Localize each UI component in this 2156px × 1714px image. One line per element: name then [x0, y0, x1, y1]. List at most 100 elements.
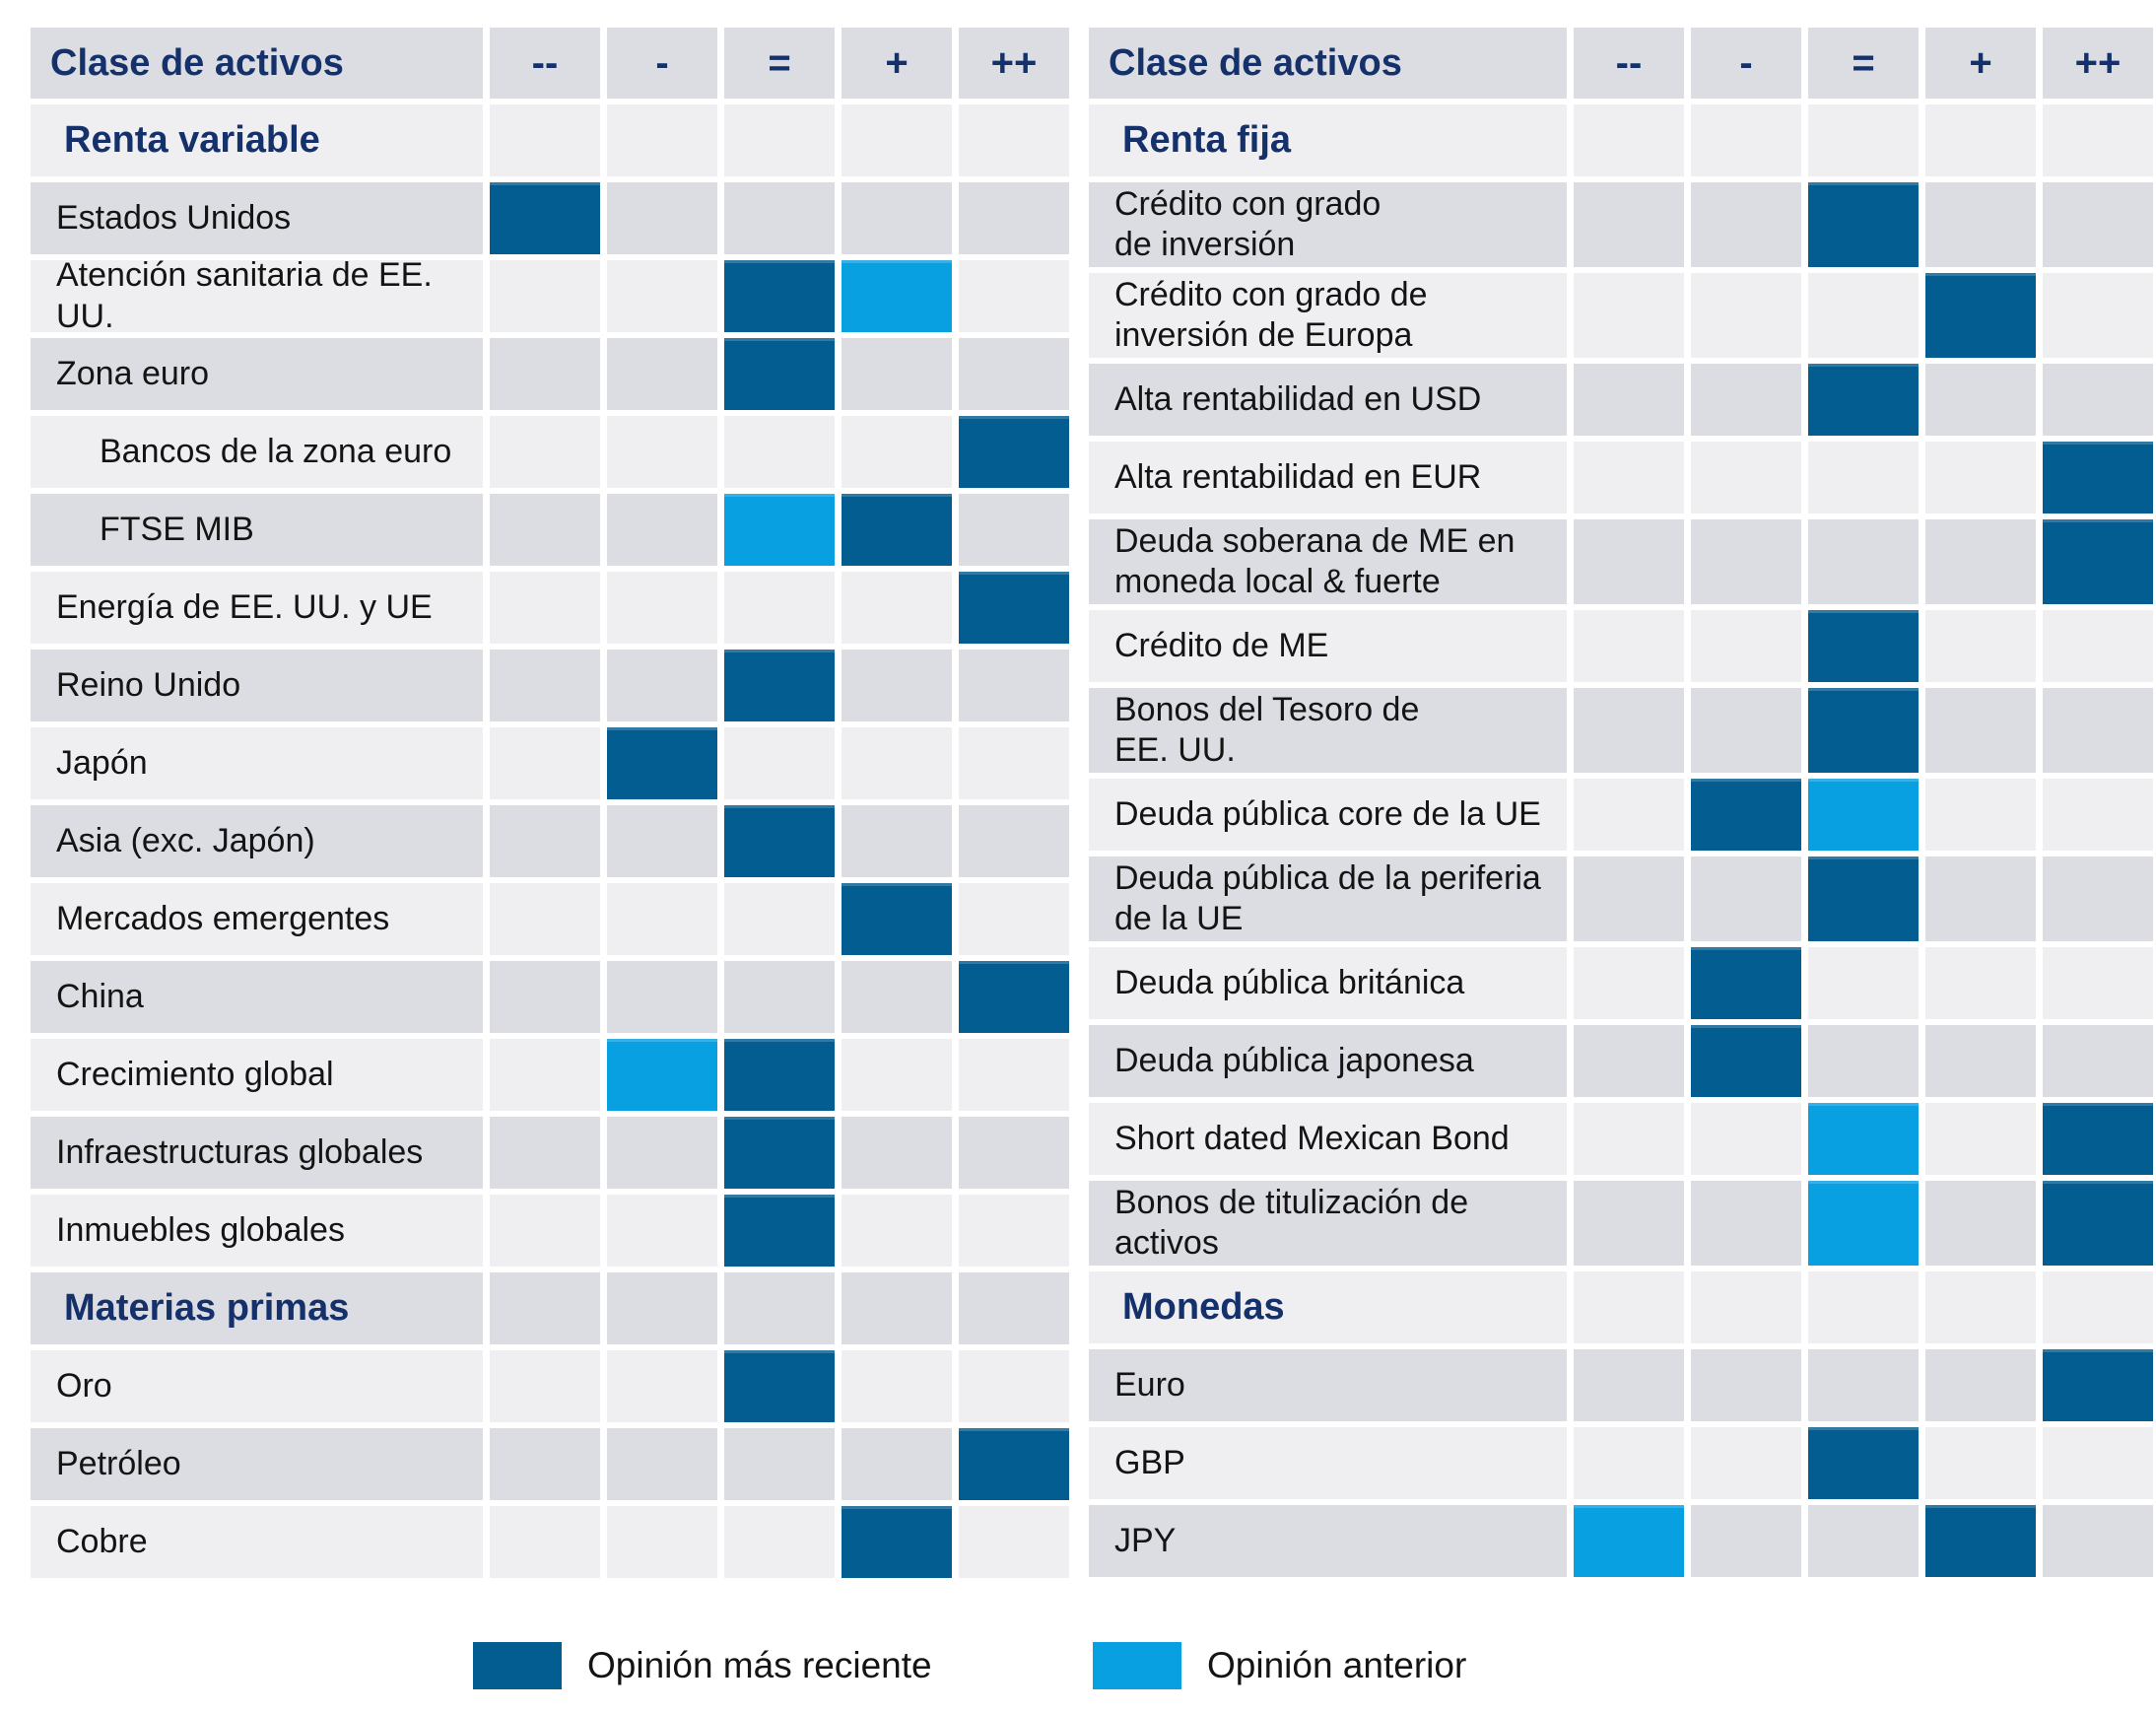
opinion-mark-recent	[2043, 1349, 2153, 1421]
empty-cell	[490, 883, 600, 955]
empty-cell	[2043, 610, 2153, 682]
table-row: Alta rentabilidad en USD	[1089, 364, 2153, 436]
empty-cell	[1808, 519, 1919, 604]
opinion-mark-recent	[1808, 1427, 1919, 1499]
row-label: Short dated Mexican Bond	[1089, 1103, 1567, 1175]
row-label: Alta rentabilidad en USD	[1089, 364, 1567, 436]
table-row: Crédito con grado de inversión	[1089, 182, 2153, 267]
table-row: Alta rentabilidad en EUR	[1089, 442, 2153, 514]
table-row: Infraestructuras globales	[31, 1117, 1069, 1189]
empty-cell	[490, 104, 600, 176]
row-label: Cobre	[31, 1506, 483, 1578]
empty-cell	[490, 260, 600, 332]
empty-cell	[1574, 182, 1684, 267]
opinion-mark-previous	[1574, 1505, 1684, 1577]
row-label: FTSE MIB	[31, 494, 483, 566]
table-row: FTSE MIB	[31, 494, 1069, 566]
empty-cell	[1691, 1103, 1801, 1175]
opinion-mark-recent	[842, 1506, 952, 1578]
table-row: Crédito con grado de inversión de Europa	[1089, 273, 2153, 358]
empty-cell	[842, 1117, 952, 1189]
column-header-symbol: +	[842, 28, 952, 99]
matrix-tables: Clase de activos -- - = + ++ Renta variable Est…	[31, 28, 2153, 1584]
empty-cell	[1925, 779, 2036, 851]
empty-cell	[1691, 273, 1801, 358]
empty-cell	[607, 1350, 717, 1422]
table-row: Zona euro	[31, 338, 1069, 410]
empty-cell	[1925, 442, 2036, 514]
empty-cell	[1574, 1103, 1684, 1175]
empty-cell	[490, 1272, 600, 1344]
table-row: Deuda pública británica	[1089, 947, 2153, 1019]
empty-cell	[607, 805, 717, 877]
opinion-mark-recent	[1925, 1505, 2036, 1577]
row-label: Inmuebles globales	[31, 1195, 483, 1267]
opinion-mark-recent	[724, 1350, 835, 1422]
row-label: Estados Unidos	[31, 182, 483, 254]
row-label: Bonos del Tesoro de EE. UU.	[1089, 688, 1567, 773]
empty-cell	[959, 338, 1069, 410]
table-row: Bancos de la zona euro	[31, 416, 1069, 488]
column-header-symbol: -	[1691, 28, 1801, 99]
empty-cell	[607, 1506, 717, 1578]
column-header-label: Clase de activos	[31, 28, 483, 99]
opinion-mark-previous	[1808, 1181, 1919, 1266]
section-label: Renta fija	[1089, 104, 1567, 176]
opinion-mark-previous	[1808, 779, 1919, 851]
legend-item-recent: Opinión más reciente	[473, 1638, 932, 1693]
opinion-mark-recent	[2043, 519, 2153, 604]
empty-cell	[607, 1117, 717, 1189]
section-row: Materias primas	[31, 1272, 1069, 1344]
empty-cell	[490, 494, 600, 566]
table-row: Estados Unidos	[31, 182, 1069, 254]
row-label: Reino Unido	[31, 650, 483, 721]
empty-cell	[724, 104, 835, 176]
row-label: Crecimiento global	[31, 1039, 483, 1111]
empty-cell	[607, 650, 717, 721]
opinion-mark-recent	[1808, 857, 1919, 941]
legend-label-previous: Opinión anterior	[1207, 1645, 1467, 1685]
row-label: Crédito de ME	[1089, 610, 1567, 682]
row-label: Infraestructuras globales	[31, 1117, 483, 1189]
column-header-row: Clase de activos -- - = + ++	[31, 28, 1069, 99]
empty-cell	[607, 494, 717, 566]
row-label: Asia (exc. Japón)	[31, 805, 483, 877]
opinion-mark-previous	[724, 494, 835, 566]
empty-cell	[607, 260, 717, 332]
empty-cell	[2043, 688, 2153, 773]
empty-cell	[1574, 364, 1684, 436]
empty-cell	[842, 182, 952, 254]
empty-cell	[2043, 104, 2153, 176]
empty-cell	[1925, 182, 2036, 267]
empty-cell	[490, 727, 600, 799]
opinion-mark-recent	[2043, 1181, 2153, 1266]
empty-cell	[490, 650, 600, 721]
empty-cell	[1925, 1103, 2036, 1175]
column-header-row: Clase de activos -- - = + ++	[1089, 28, 2153, 99]
table-row: Japón	[31, 727, 1069, 799]
empty-cell	[490, 1506, 600, 1578]
empty-cell	[959, 1117, 1069, 1189]
table-row: Deuda pública core de la UE	[1089, 779, 2153, 851]
column-header-symbol: ++	[2043, 28, 2153, 99]
section-label: Renta variable	[31, 104, 483, 176]
empty-cell	[2043, 182, 2153, 267]
opinion-mark-recent	[1925, 273, 2036, 358]
empty-cell	[1574, 947, 1684, 1019]
empty-cell	[1925, 1271, 2036, 1343]
opinion-mark-recent	[724, 1039, 835, 1111]
row-label: China	[31, 961, 483, 1033]
empty-cell	[842, 961, 952, 1033]
row-label: Energía de EE. UU. y UE	[31, 572, 483, 644]
empty-cell	[1574, 104, 1684, 176]
section-row: Renta fija	[1089, 104, 2153, 176]
empty-cell	[1925, 857, 2036, 941]
empty-cell	[724, 1428, 835, 1500]
table-row: Deuda pública japonesa	[1089, 1025, 2153, 1097]
empty-cell	[959, 1195, 1069, 1267]
table-row: GBP	[1089, 1427, 2153, 1499]
opinion-mark-recent	[2043, 442, 2153, 514]
table-renta-variable-materias-primas: Clase de activos -- - = + ++ Renta variable Est…	[31, 28, 1069, 1584]
opinion-mark-recent	[1808, 688, 1919, 773]
table-row: China	[31, 961, 1069, 1033]
